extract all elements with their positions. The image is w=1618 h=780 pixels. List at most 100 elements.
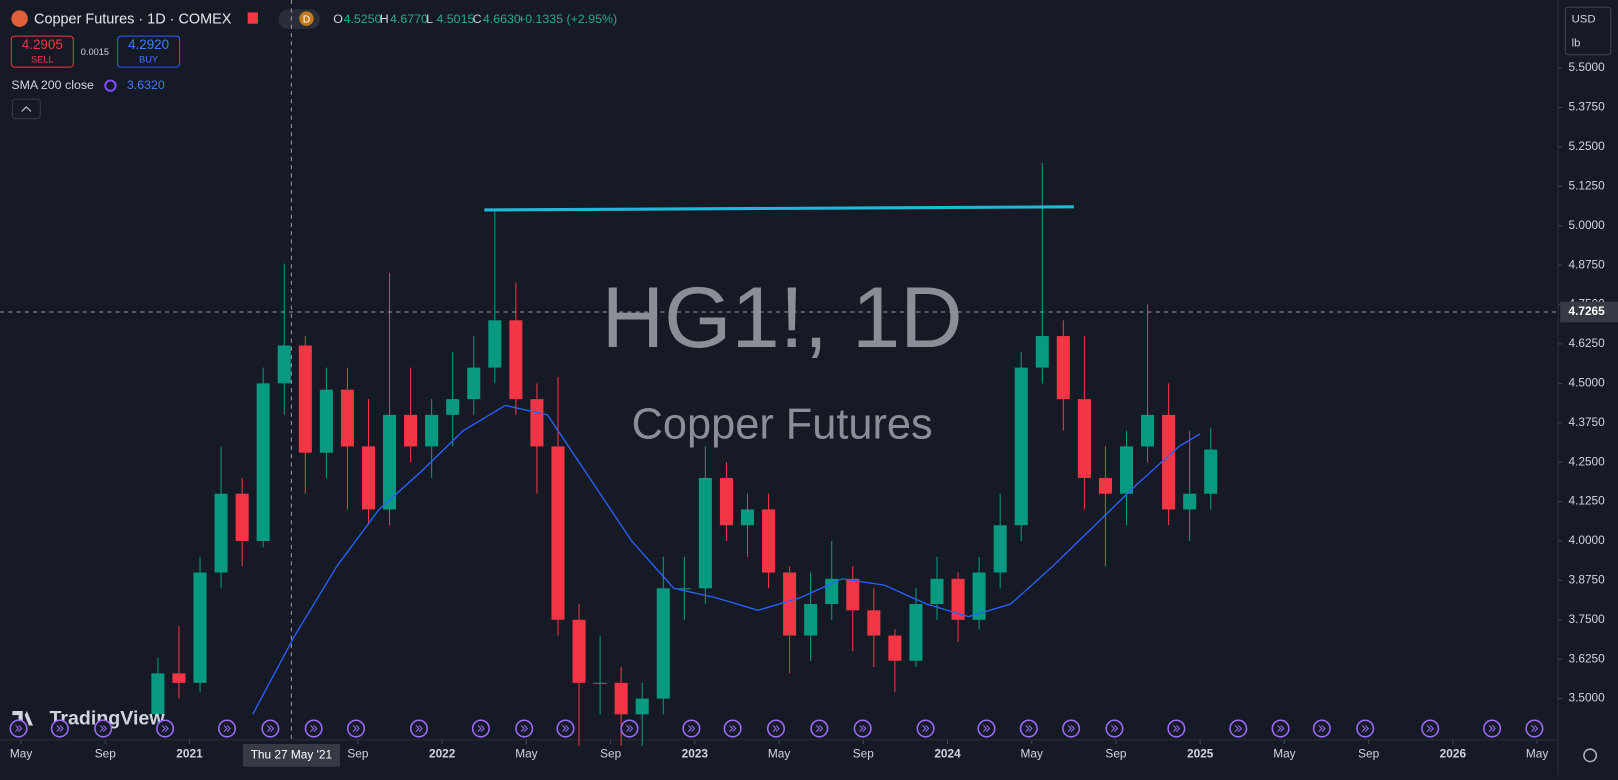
x-tick-label: May — [515, 746, 537, 760]
y-tick-label: 4.2500 — [1568, 454, 1605, 468]
event-marker-icon[interactable] — [1361, 725, 1370, 732]
crosshair-x-box — [242, 744, 340, 767]
event-marker-icon[interactable] — [1067, 725, 1075, 732]
candle-body — [214, 493, 228, 573]
event-marker-icon[interactable] — [1110, 725, 1119, 732]
currency[interactable]: USD — [1572, 14, 1596, 26]
event-marker-icon[interactable] — [815, 725, 824, 732]
crosshair-y-label: 4.7265 — [1568, 304, 1605, 318]
ohlc-key: L — [426, 12, 433, 26]
indicator-icon[interactable] — [104, 79, 117, 92]
event-marker-icon[interactable] — [1488, 725, 1496, 732]
candle-body — [1183, 493, 1197, 510]
event-marker-icon[interactable] — [161, 725, 169, 732]
event-marker-icon[interactable] — [1172, 725, 1181, 732]
event-marker-icon[interactable] — [15, 725, 23, 732]
x-tick-label: May — [1273, 746, 1295, 760]
badge-dot — [299, 11, 314, 26]
event-marker-icon[interactable] — [1234, 725, 1243, 732]
candle-body — [298, 345, 312, 453]
symbol-icon — [11, 10, 28, 27]
event-marker-icon[interactable] — [729, 725, 737, 732]
candle-body — [509, 320, 523, 400]
unit-box[interactable] — [1564, 6, 1612, 56]
event-marker-icon[interactable] — [266, 725, 275, 732]
sma-line — [252, 404, 1201, 715]
candle-body — [340, 389, 354, 447]
indicator-name[interactable]: SMA 200 close — [11, 78, 94, 92]
x-tick-label: May — [10, 746, 32, 760]
event-marker-icon[interactable] — [1530, 725, 1539, 732]
x-tick-label: 2021 — [176, 746, 203, 760]
event-marker-icon[interactable] — [1318, 725, 1326, 732]
candle-body — [319, 389, 333, 453]
event-marker-icon[interactable] — [223, 725, 231, 732]
y-tick-label: 3.5000 — [1568, 691, 1605, 705]
flag-icon[interactable] — [247, 12, 258, 24]
unit[interactable]: lb — [1572, 37, 1581, 49]
x-tick-label: 2026 — [1440, 746, 1467, 760]
collapse-icon[interactable] — [21, 106, 32, 112]
y-tick-label: 3.8750 — [1568, 573, 1605, 587]
candle-body — [951, 578, 965, 620]
ohlc-value: 4.6630 — [483, 12, 521, 26]
candle-body — [719, 477, 733, 526]
symbol-title[interactable]: Copper Futures · 1D · COMEX — [34, 11, 232, 27]
y-tick-label: 4.8750 — [1568, 257, 1605, 271]
event-marker-icon[interactable] — [687, 725, 696, 732]
buy-price[interactable]: 4.2920 — [128, 37, 169, 52]
ohlc-key: O — [333, 12, 343, 26]
event-marker-icon[interactable] — [352, 725, 360, 732]
event-marker-icon[interactable] — [477, 725, 485, 732]
event-marker-icon[interactable] — [415, 725, 423, 732]
candle-body — [467, 367, 481, 400]
sell-button[interactable] — [10, 35, 74, 68]
event-marker-icon[interactable] — [1277, 725, 1285, 732]
event-marker-icon[interactable] — [625, 725, 634, 732]
y-tick-label: 4.1250 — [1568, 494, 1605, 508]
y-tick-label: 5.5000 — [1568, 60, 1605, 74]
sell-label[interactable]: SELL — [31, 54, 54, 64]
x-tick-label: Sep — [853, 746, 875, 760]
spread: 0.0015 — [81, 47, 109, 57]
crosshair-y-box — [1560, 301, 1618, 323]
badge-bg — [278, 9, 320, 29]
buy-button[interactable] — [117, 35, 181, 68]
brand[interactable]: TradingView — [50, 707, 166, 729]
candle-body — [425, 414, 439, 447]
event-marker-icon[interactable] — [310, 725, 318, 732]
event-marker-icon[interactable] — [772, 725, 780, 732]
event-marker-icon[interactable] — [99, 725, 108, 732]
buy-label[interactable]: BUY — [139, 54, 158, 64]
trend-line[interactable] — [484, 205, 1074, 212]
x-tick-label: May — [768, 746, 790, 760]
interval-badge: D — [303, 14, 310, 25]
event-marker-icon[interactable] — [1426, 725, 1435, 732]
sell-price[interactable]: 4.2905 — [22, 37, 63, 52]
event-marker-icon[interactable] — [1025, 725, 1033, 732]
event-marker-icon[interactable] — [922, 725, 930, 732]
event-marker-icon[interactable] — [520, 725, 529, 732]
y-tick-label: 4.3750 — [1568, 415, 1605, 429]
x-tick-label: May — [1526, 746, 1548, 760]
collapse-button[interactable] — [11, 98, 41, 120]
brand-logo[interactable] — [12, 710, 34, 726]
x-tick-label: 2022 — [429, 746, 456, 760]
settings-icon[interactable] — [1583, 748, 1598, 763]
candle-body — [698, 477, 712, 589]
indicator-value: 3.6320 — [127, 78, 165, 92]
x-tick-label: Sep — [347, 746, 369, 760]
event-marker-icon[interactable] — [983, 725, 991, 732]
candle-body — [762, 509, 776, 573]
candle-body — [1162, 414, 1176, 510]
event-marker-icon[interactable] — [56, 725, 64, 732]
event-marker-icon[interactable] — [562, 725, 570, 732]
candle-body — [404, 414, 418, 447]
event-marker-icon[interactable] — [859, 725, 867, 732]
candle-body — [551, 446, 565, 620]
candle-body — [235, 493, 249, 541]
candle-body — [656, 588, 670, 699]
candle-body — [804, 604, 818, 636]
